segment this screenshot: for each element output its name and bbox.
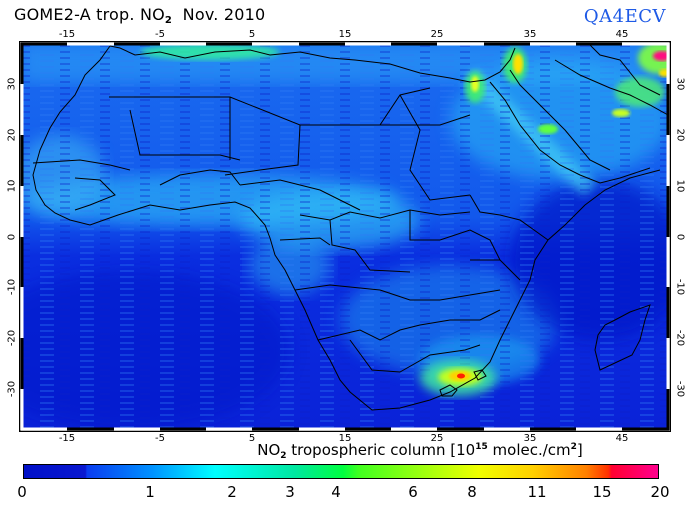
top-tick: -15 bbox=[58, 29, 76, 40]
frame-ticks bbox=[20, 42, 670, 431]
left-tick: -10 bbox=[6, 278, 18, 296]
colorbar-title: NO2 tropospheric column [1015 molec./cm2… bbox=[170, 441, 670, 461]
bottom-tick: 35 bbox=[523, 433, 537, 444]
colorbar-tick: 0 bbox=[17, 483, 27, 501]
xlabel-end: ] bbox=[576, 441, 583, 459]
right-tick: 20 bbox=[674, 128, 686, 142]
top-tick: 45 bbox=[615, 29, 629, 40]
colorbar-tick: 1 bbox=[145, 483, 155, 501]
left-tick: -20 bbox=[6, 329, 18, 347]
left-tick: 0 bbox=[6, 233, 18, 241]
right-tick: 0 bbox=[674, 233, 686, 241]
left-tick: 10 bbox=[6, 179, 18, 193]
colorbar-tick: 11 bbox=[527, 483, 547, 501]
xlabel-post: molec./cm bbox=[487, 441, 571, 459]
top-tick: 5 bbox=[248, 29, 256, 40]
colorbar-tick: 8 bbox=[467, 483, 477, 501]
right-tick: 10 bbox=[674, 179, 686, 193]
title-period: Nov. 2010 bbox=[182, 5, 266, 24]
colorbar-tick: 3 bbox=[285, 483, 295, 501]
bottom-tick: 15 bbox=[338, 433, 352, 444]
bottom-tick: -5 bbox=[155, 433, 165, 444]
xlabel-sub: 2 bbox=[280, 451, 287, 461]
xlabel-sup: 15 bbox=[475, 442, 488, 452]
right-tick: -10 bbox=[674, 278, 686, 296]
top-tick: 15 bbox=[338, 29, 352, 40]
xlabel-pre: NO bbox=[257, 441, 281, 459]
bottom-tick: 5 bbox=[248, 433, 256, 444]
colorbar-tick: 4 bbox=[331, 483, 341, 501]
xlabel-sup2: 2 bbox=[570, 442, 577, 452]
colorbar bbox=[23, 464, 659, 479]
left-tick: 20 bbox=[6, 128, 18, 142]
right-tick: -20 bbox=[674, 329, 686, 347]
bottom-tick: 45 bbox=[615, 433, 629, 444]
colorbar-tick: 15 bbox=[592, 483, 612, 501]
bottom-tick: 25 bbox=[430, 433, 444, 444]
colorbar-tick: 2 bbox=[227, 483, 237, 501]
title-subscript: 2 bbox=[164, 15, 173, 26]
coastlines bbox=[32, 44, 669, 411]
chart-title: GOME2-A trop. NO2 Nov. 2010 bbox=[14, 5, 265, 26]
top-tick: 25 bbox=[430, 29, 444, 40]
right-tick: 30 bbox=[674, 77, 686, 91]
brand-label: QA4ECV bbox=[583, 6, 666, 27]
colorbar-tick: 6 bbox=[408, 483, 418, 501]
right-tick: -30 bbox=[674, 380, 686, 398]
left-tick: -30 bbox=[6, 380, 18, 398]
left-tick: 30 bbox=[6, 77, 18, 91]
top-tick: -5 bbox=[155, 29, 165, 40]
title-instrument: GOME2-A trop. NO bbox=[14, 5, 165, 24]
top-tick: 35 bbox=[523, 29, 537, 40]
bottom-tick: -15 bbox=[58, 433, 76, 444]
xlabel-mid: tropospheric column [10 bbox=[286, 441, 476, 459]
colorbar-tick: 20 bbox=[650, 483, 670, 501]
